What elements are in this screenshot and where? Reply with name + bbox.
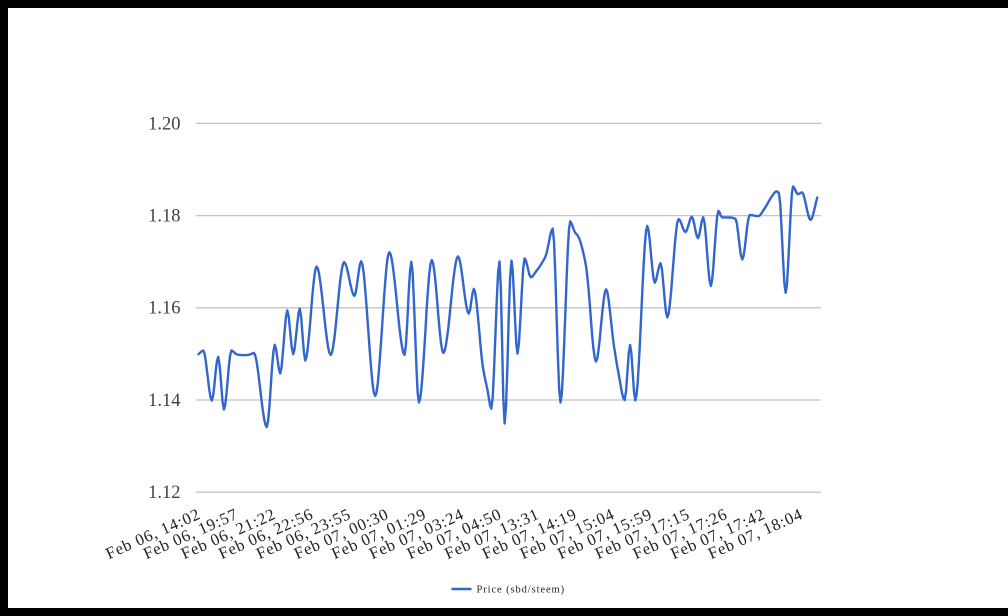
svg-text:1.16: 1.16 <box>148 299 180 319</box>
svg-text:Price (sbd/steem): Price (sbd/steem) <box>477 584 566 595</box>
svg-text:1.18: 1.18 <box>148 207 180 227</box>
svg-text:1.12: 1.12 <box>148 483 180 503</box>
svg-text:1.20: 1.20 <box>148 114 180 134</box>
svg-text:1.14: 1.14 <box>148 391 180 411</box>
